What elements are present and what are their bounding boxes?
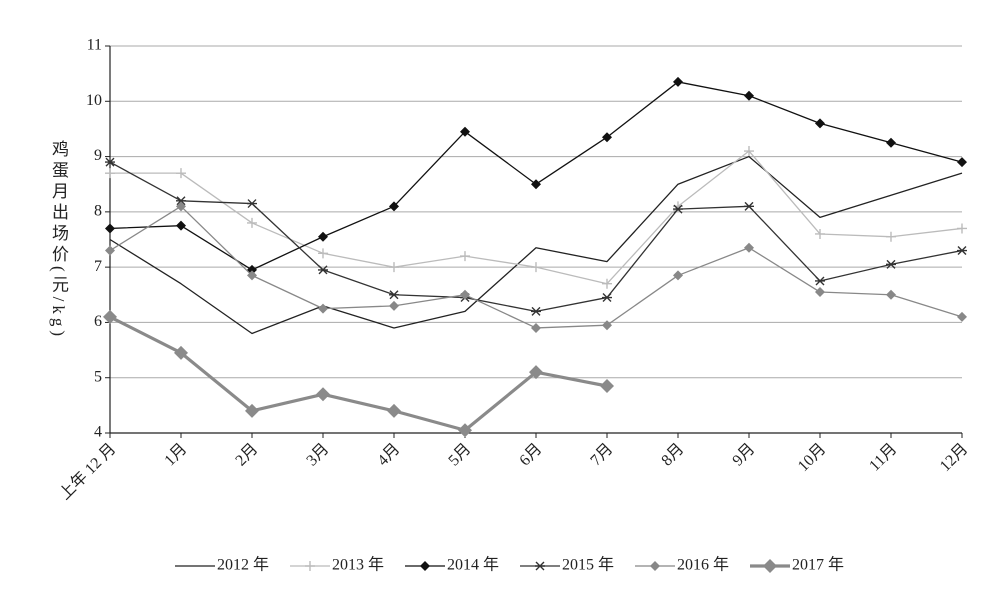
data-point: [673, 270, 683, 281]
x-tick-label: 6月: [516, 440, 545, 469]
data-point: [957, 223, 967, 234]
series-line: [109, 315, 608, 432]
x-tick-label: 8月: [658, 440, 687, 469]
y-tick-label: 4: [94, 424, 102, 441]
legend-label: 2017 年: [792, 556, 844, 574]
data-point: [389, 201, 399, 212]
data-point: [460, 251, 470, 262]
y-tick-label: 8: [94, 203, 102, 220]
x-tick-label: 1月: [161, 440, 190, 469]
data-point: [602, 278, 612, 289]
data-point: [387, 403, 401, 418]
data-point: [957, 246, 967, 256]
x-tick-label: 11月: [866, 440, 900, 474]
x-tick-label: 3月: [303, 440, 332, 469]
data-point: [245, 403, 259, 418]
y-tick-label: 10: [86, 92, 102, 109]
data-point: [247, 270, 257, 281]
data-point: [531, 179, 541, 190]
y-tick-label: 6: [94, 313, 102, 330]
series-line: [109, 155, 963, 335]
data-point: [957, 157, 967, 168]
y-tick-label: 11: [87, 37, 102, 54]
data-point: [389, 290, 399, 300]
data-point: [389, 300, 399, 311]
data-point: [673, 76, 683, 87]
x-tick-label: 2月: [232, 440, 261, 469]
x-tick-label: 5月: [445, 440, 474, 469]
data-point: [957, 311, 967, 322]
data-point: [318, 303, 328, 314]
data-point: [105, 223, 115, 234]
data-point: [886, 289, 896, 300]
data-point: [886, 231, 896, 242]
legend-label: 2015 年: [562, 556, 614, 574]
data-point: [602, 293, 612, 303]
y-axis-label: 鸡蛋月出场价(元/kg): [49, 140, 68, 341]
y-tick-label: 7: [94, 258, 102, 275]
data-point: [531, 322, 541, 333]
data-point: [318, 248, 328, 259]
data-point: [105, 245, 115, 256]
legend-marker: [305, 561, 315, 571]
data-point: [886, 137, 896, 148]
data-point: [389, 262, 399, 273]
data-point: [176, 220, 186, 231]
data-point: [531, 262, 541, 273]
x-tick-label: 12月: [937, 440, 972, 475]
data-point: [815, 276, 825, 286]
data-point: [531, 306, 541, 316]
legend-marker: [650, 561, 660, 571]
data-point: [744, 146, 754, 157]
legend-label: 2012 年: [217, 556, 269, 574]
data-point: [458, 423, 472, 438]
data-point: [103, 309, 117, 324]
data-point: [247, 199, 257, 209]
x-tick-label: 9月: [729, 440, 758, 469]
data-point: [460, 289, 470, 300]
x-tick-label: 上年 12 月: [56, 440, 120, 504]
x-tick-label: 10月: [795, 440, 830, 475]
data-point: [600, 379, 614, 394]
data-point: [316, 387, 330, 402]
data-point: [602, 320, 612, 331]
data-point: [815, 287, 825, 298]
x-tick-label: 4月: [374, 440, 403, 469]
data-point: [744, 90, 754, 101]
data-point: [176, 168, 186, 179]
legend-marker: [535, 561, 545, 571]
data-point: [815, 228, 825, 239]
data-point: [744, 242, 754, 253]
legend-label: 2016 年: [677, 556, 729, 574]
data-point: [602, 132, 612, 143]
series-line: [109, 81, 963, 271]
data-point: [886, 259, 896, 269]
data-point: [815, 118, 825, 129]
y-tick-label: 9: [94, 147, 102, 164]
data-point: [673, 204, 683, 214]
legend-label: 2013 年: [332, 556, 384, 574]
data-point: [176, 196, 186, 206]
data-point: [247, 217, 257, 228]
data-point: [174, 345, 188, 360]
data-point: [318, 265, 328, 275]
data-point: [529, 365, 543, 380]
data-point: [318, 231, 328, 242]
data-point: [105, 168, 115, 179]
y-tick-label: 5: [94, 368, 102, 385]
legend-label: 2014 年: [447, 556, 499, 574]
x-tick-label: 7月: [587, 440, 616, 469]
data-point: [744, 201, 754, 211]
data-point: [176, 201, 186, 212]
data-point: [460, 126, 470, 137]
legend-marker: [763, 559, 777, 573]
legend-marker: [420, 561, 430, 571]
data-point: [105, 157, 115, 167]
